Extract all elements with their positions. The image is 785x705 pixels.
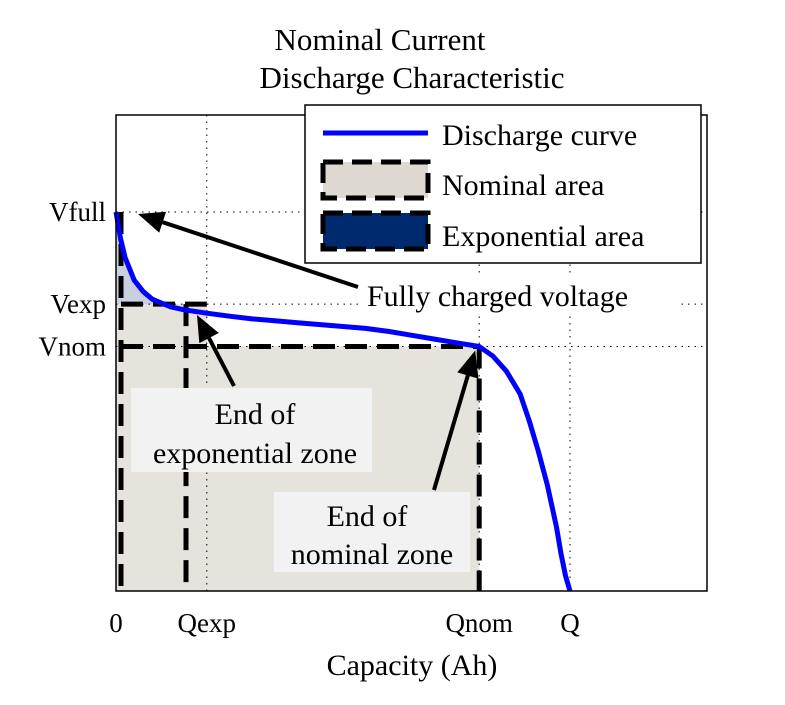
exponential-area (116, 212, 207, 305)
chart-title-line-2: Discharge Characteristic (260, 60, 565, 95)
vfull-label-bg (362, 276, 680, 316)
vfull-arrow-shaft (162, 220, 359, 289)
annotation-end-of-exp-line-2: exponential zone (153, 437, 357, 470)
y-tick-label-vexp: Vexp (51, 289, 107, 319)
x-axis-label: Capacity (Ah) (327, 649, 498, 682)
x-tick-label-qnom: Qnom (445, 608, 513, 638)
nom-arrow-shaft (432, 374, 470, 491)
legend-swatch-exponential-area (320, 210, 431, 252)
nom-arrow-head (457, 350, 479, 379)
annotation-fully-charged-voltage: Fully charged voltage (367, 280, 628, 313)
discharge-curve (113, 211, 573, 592)
chart-title-line-1: Nominal Current (275, 22, 486, 57)
legend-label-nominal-area: Nominal area (442, 169, 604, 202)
vfull-arrow-head (138, 211, 167, 233)
annotation-end-of-exp-line-1: End of (215, 398, 296, 431)
legend-swatch-nominal-area (320, 159, 431, 201)
annotation-end-of-nom-line-1: End of (327, 500, 408, 533)
annotation-end-of-nom-line-2: nominal zone (291, 538, 453, 571)
exp-arrow-shaft (207, 337, 236, 387)
legend-label-exponential-area: Exponential area (442, 220, 644, 253)
legend: Discharge curve Nominal area Exponential… (304, 104, 702, 264)
vfull-arrow (138, 211, 359, 289)
legend-label-discharge-curve: Discharge curve (442, 119, 637, 152)
exp-label-bg (131, 388, 372, 472)
x-tick-label-qexp: Qexp (178, 608, 236, 638)
y-tick-label-vnom: Vnom (39, 332, 107, 362)
y-tick-label-vfull: Vfull (49, 197, 106, 227)
x-tick-label-q: Q (560, 608, 580, 638)
x-tick-label-0: 0 (109, 608, 123, 638)
exp-arrow-head (197, 315, 219, 344)
nom-label-bg (274, 492, 470, 572)
exp-arrow (197, 315, 236, 387)
nom-arrow (432, 350, 479, 491)
